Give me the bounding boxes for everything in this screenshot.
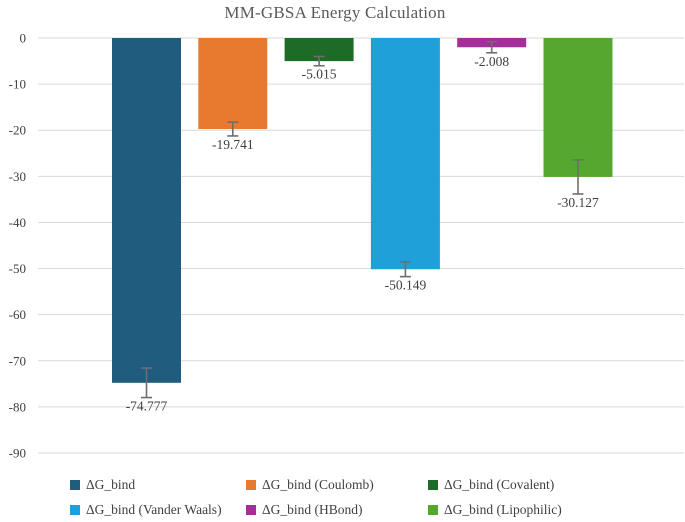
legend-label: ΔG_bind (Covalent) [444, 476, 555, 492]
legend-swatch-icon [246, 504, 256, 515]
legend-item-4: ΔG_bind (Vander Waals) [70, 501, 246, 518]
legend-item-6: ΔG_bind (Lipophilic) [428, 501, 562, 518]
bar-chart-plot-area: 0 -10 -20 -30 -40 -50 -60 -70 -80 -90 -74.777 -19.7… [9, 31, 684, 461]
bar-1 [112, 38, 181, 383]
error-bar [572, 159, 584, 195]
value-label: -50.149 [385, 278, 427, 293]
y-axis-tick-label: 0 [20, 31, 27, 46]
legend-label: ΔG_bind (Coulomb) [262, 476, 374, 492]
value-label: -19.741 [212, 137, 254, 152]
error-bar [141, 367, 152, 399]
legend-item-1: ΔG_bind [70, 476, 246, 493]
legend-swatch-icon [70, 504, 80, 515]
legend-label: ΔG_bind (Vander Waals) [86, 501, 222, 517]
value-label: -2.008 [474, 54, 509, 69]
legend-swatch-icon [70, 479, 80, 490]
y-axis-tick-label: -80 [9, 399, 26, 414]
legend-item-2: ΔG_bind (Coulomb) [246, 476, 428, 493]
bar-2 [198, 38, 268, 130]
legend-swatch-icon [428, 504, 438, 515]
bar-3 [284, 38, 354, 62]
legend-item-5: ΔG_bind (HBond) [246, 501, 428, 518]
legend-swatch-icon [428, 479, 438, 490]
chart-title: MM-GBSA Energy Calculation [224, 3, 446, 22]
y-axis-tick-label: -20 [9, 123, 26, 138]
error-bar [227, 121, 239, 137]
y-axis-tick-label: -70 [9, 353, 26, 368]
y-axis-tick-label: -40 [9, 215, 26, 230]
y-axis-tick-label: -90 [9, 446, 26, 461]
value-label: -30.127 [557, 195, 599, 210]
value-label: -74.777 [126, 399, 168, 414]
error-bar [399, 261, 411, 278]
error-bar [486, 40, 498, 54]
bar-6 [543, 38, 613, 177]
legend-label: ΔG_bind (Lipophilic) [444, 501, 562, 517]
bar-4 [370, 38, 440, 270]
y-axis-tick-label: -30 [9, 169, 26, 184]
legend-item-3: ΔG_bind (Covalent) [428, 476, 562, 493]
error-bar [313, 55, 325, 67]
y-axis-tick-label: -60 [9, 307, 26, 322]
legend-label: ΔG_bind [86, 476, 136, 492]
y-axis-tick-label: -10 [9, 77, 26, 92]
legend-swatch-icon [246, 479, 256, 490]
value-label: -5.015 [302, 67, 337, 82]
chart-legend: ΔG_bind ΔG_bind (Coulomb) ΔG_bind (Covalen… [70, 476, 562, 518]
legend-label: ΔG_bind (HBond) [262, 501, 363, 517]
y-axis-tick-label: -50 [9, 261, 26, 276]
